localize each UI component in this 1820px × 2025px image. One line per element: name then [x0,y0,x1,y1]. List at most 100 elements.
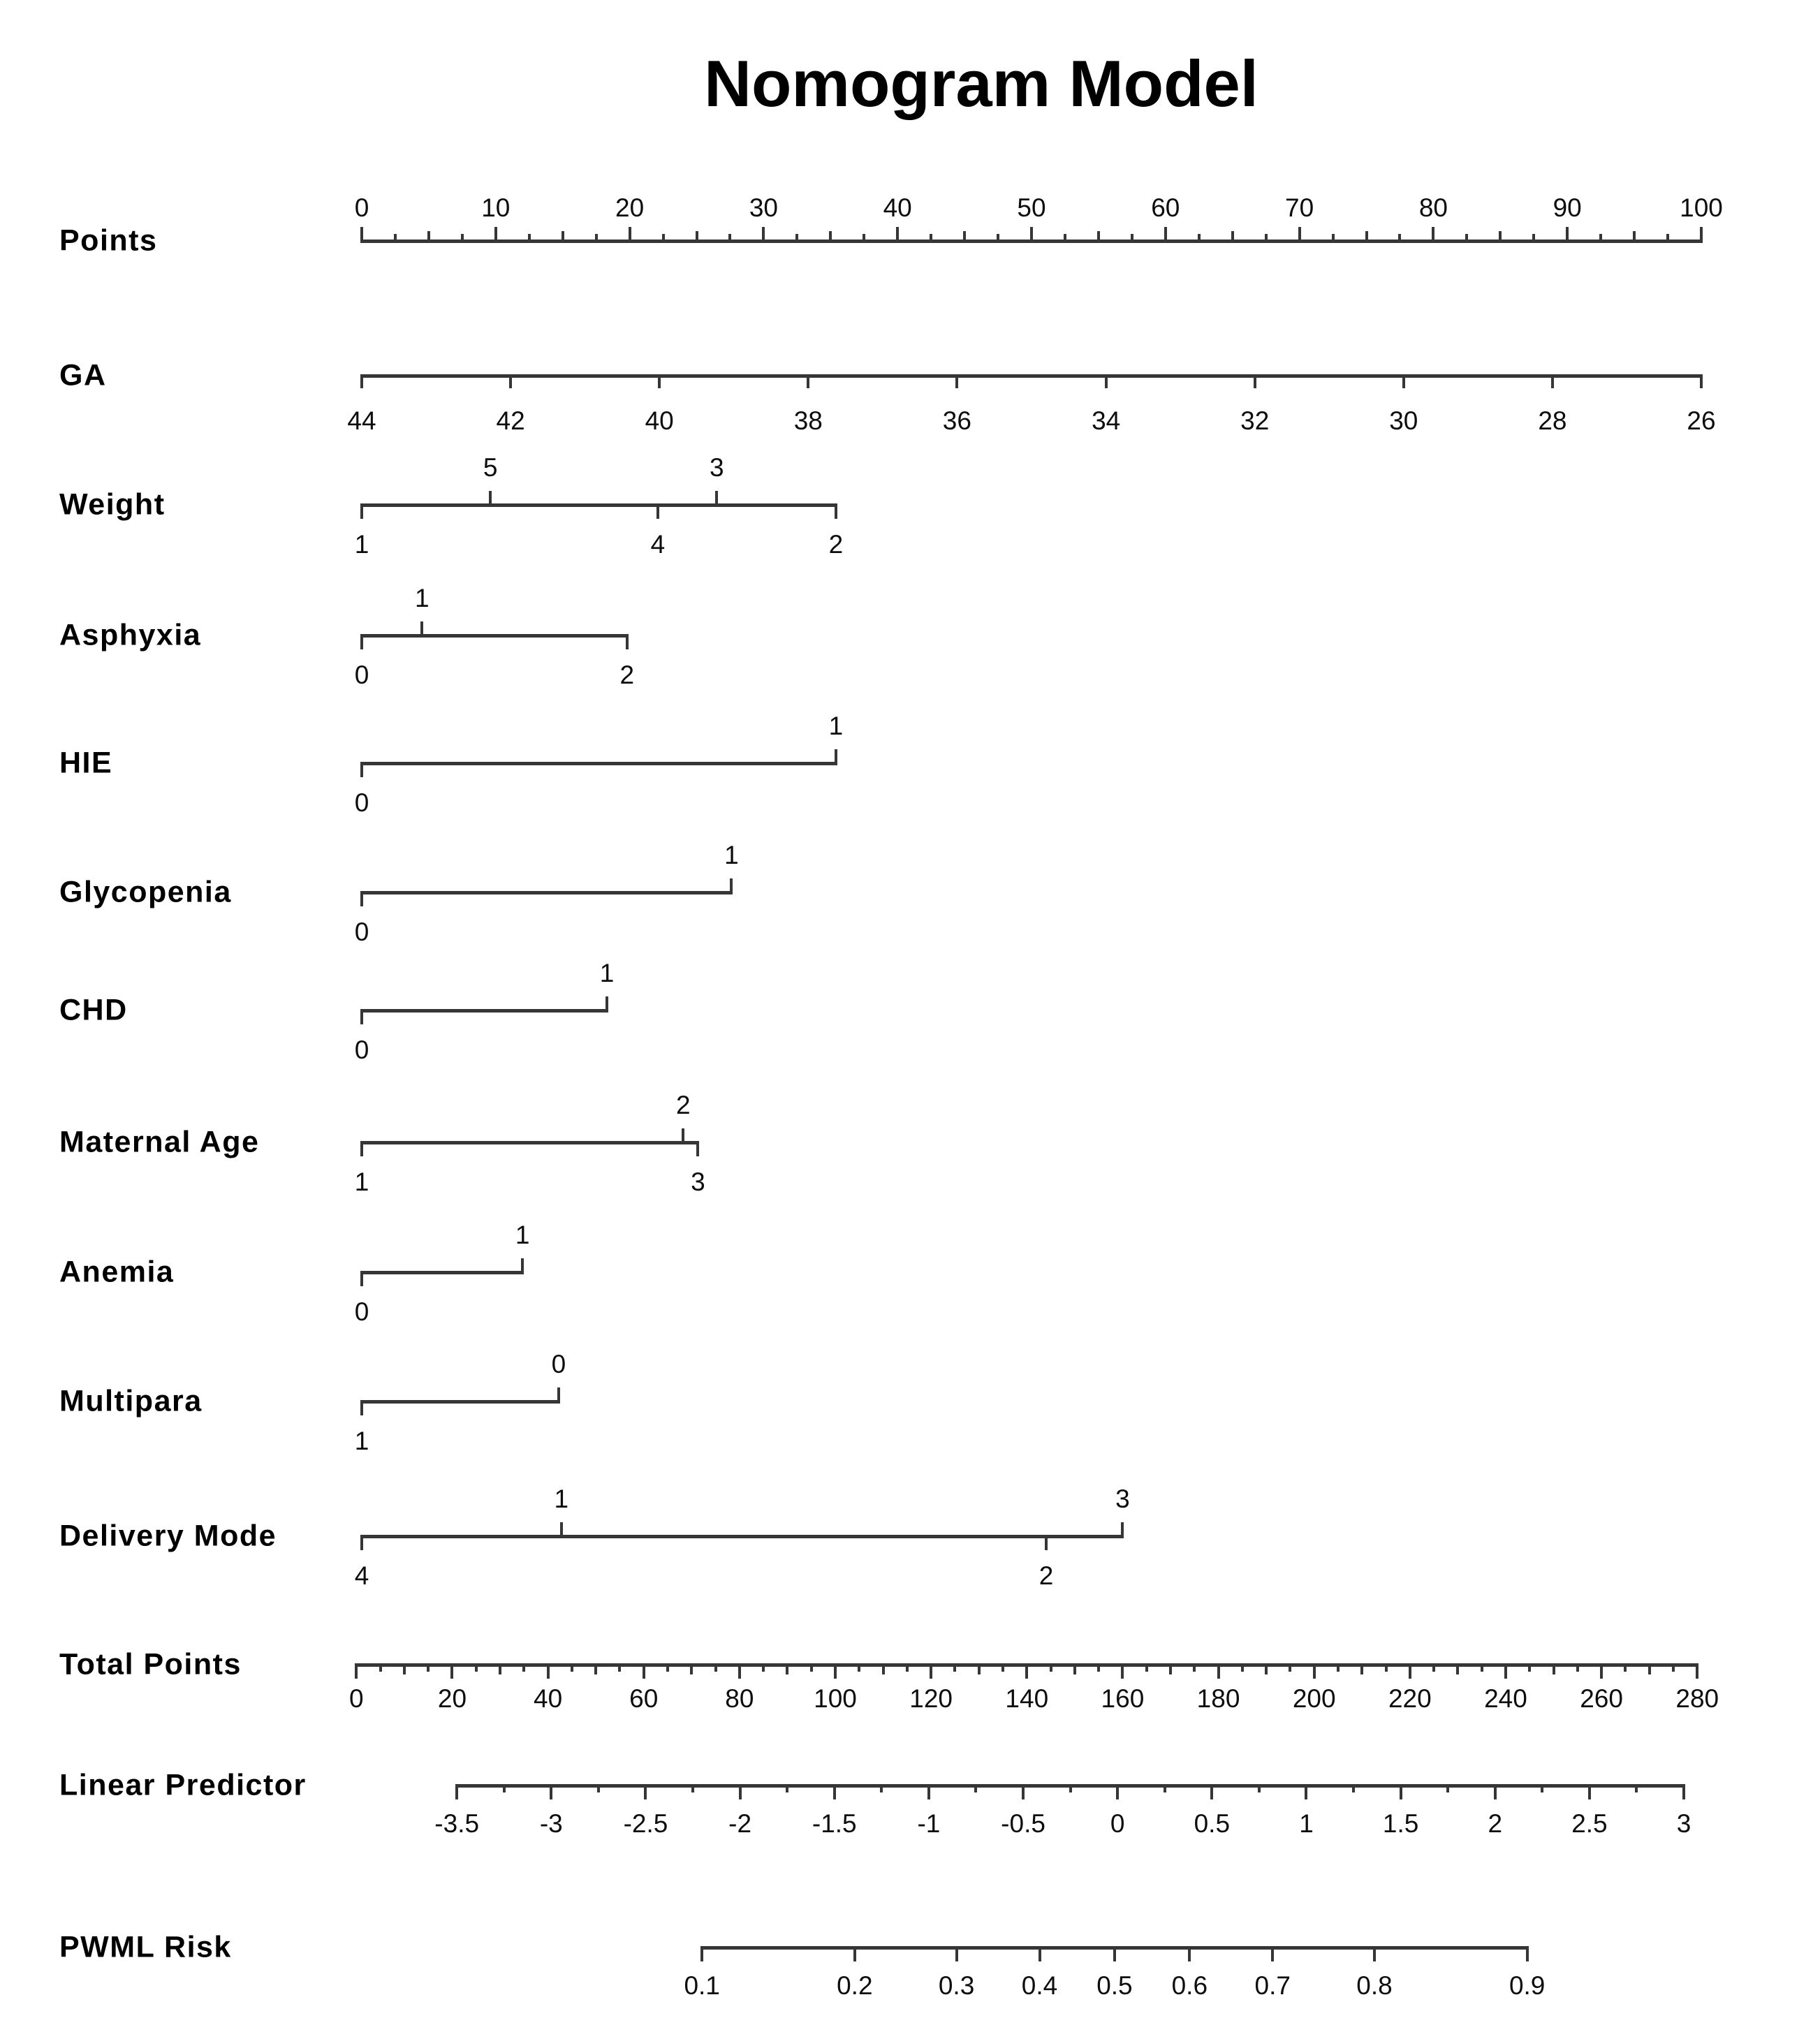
tick-label-points-80: 80 [1418,193,1448,222]
axis-tick-linear-predictor--3 [550,1785,553,1799]
axis-tick-total-points-265 [1624,1665,1627,1672]
axis-tick-ga-40 [658,376,661,388]
tick-label-total-points-160: 160 [1101,1684,1145,1713]
tick-label-total-points-0: 0 [349,1684,364,1713]
axis-tick-total-points-245 [1528,1665,1532,1672]
axis-tick-linear-predictor-0.25 [1163,1785,1166,1792]
row-label-weight: Weight [59,487,166,522]
tick-label-hie-0: 0 [354,788,369,817]
axis-tick-linear-predictor--3.25 [502,1785,506,1792]
tick-label-pwml-risk-0.6: 0.6 [1171,1971,1208,2000]
axis-tick-total-points-30 [499,1665,502,1674]
axis-tick-points-32.5 [795,234,799,241]
axis-tick-points-37.5 [863,234,866,241]
axis-tick-total-points-15 [427,1665,430,1672]
tick-label-linear-predictor--1.5: -1.5 [812,1809,857,1838]
axis-tick-linear-predictor--1.5 [832,1785,836,1799]
tick-label-ga-42: 42 [496,406,525,435]
tick-label-weight-5: 5 [483,453,498,482]
axis-tick-total-points-280 [1696,1665,1699,1679]
axis-tick-points-60 [1164,227,1167,241]
axis-tick-linear-predictor--0.25 [1069,1785,1072,1792]
axis-tick-total-points-115 [905,1665,909,1672]
axis-tick-linear-predictor--2.25 [691,1785,695,1792]
axis-tick-ga-38 [807,376,810,388]
axis-tick-points-95 [1633,231,1636,241]
axis-tick-linear-predictor--0.75 [974,1785,978,1792]
axis-tick-total-points-5 [379,1665,382,1672]
tick-label-linear-predictor-1: 1 [1299,1809,1314,1838]
tick-label-ga-40: 40 [645,406,674,435]
tick-label-points-50: 50 [1017,193,1046,222]
axis-tick-points-70 [1298,227,1301,241]
tick-label-points-20: 20 [615,193,645,222]
axis-tick-total-points-95 [809,1665,813,1672]
axis-tick-total-points-235 [1480,1665,1483,1672]
axis-tick-ga-30 [1402,376,1405,388]
axis-tick-points-15 [561,231,564,241]
tick-label-chd-0: 0 [354,1036,369,1064]
axis-tick-points-82.5 [1465,234,1469,241]
axis-tick-pwml-risk-0.6 [1188,1947,1191,1961]
tick-label-total-points-240: 240 [1484,1684,1527,1713]
axis-tick-pwml-risk-0.4 [1038,1947,1041,1961]
axis-tick-linear-predictor-1.75 [1446,1785,1450,1792]
axis-tick-total-points-80 [737,1665,741,1679]
axis-tick-anemia-0 [360,1272,363,1286]
axis-tick-ga-26 [1700,376,1703,388]
axis-tick-linear-predictor-1 [1305,1785,1308,1799]
axis-tick-linear-predictor--2.5 [644,1785,647,1799]
axis-tick-total-points-200 [1312,1665,1316,1679]
tick-label-total-points-200: 200 [1292,1684,1336,1713]
axis-tick-total-points-120 [930,1665,933,1679]
tick-label-linear-predictor--3.5: -3.5 [434,1809,480,1838]
axis-tick-points-50 [1030,227,1033,241]
tick-label-points-70: 70 [1285,193,1314,222]
tick-label-multipara-1: 1 [354,1427,369,1455]
axis-line-ga [360,374,1703,378]
tick-label-ga-34: 34 [1092,406,1121,435]
axis-tick-linear-predictor-2.25 [1541,1785,1544,1792]
axis-tick-total-points-130 [977,1665,981,1674]
tick-label-glycopenia-0: 0 [354,918,369,946]
tick-label-points-10: 10 [481,193,511,222]
axis-tick-linear-predictor--3.5 [455,1785,459,1799]
tick-label-chd-1: 1 [599,959,615,987]
axis-tick-total-points-210 [1360,1665,1364,1674]
tick-label-ga-28: 28 [1538,406,1567,435]
axis-tick-total-points-105 [858,1665,861,1672]
axis-tick-delivery-mode-1 [559,1522,563,1536]
axis-tick-total-points-65 [666,1665,670,1672]
tick-label-pwml-risk-0.4: 0.4 [1021,1971,1058,2000]
axis-tick-maternal-age-3 [696,1142,700,1156]
axis-tick-total-points-160 [1121,1665,1124,1679]
tick-label-points-100: 100 [1680,193,1723,222]
axis-tick-ga-34 [1104,376,1108,388]
axis-tick-maternal-age-1 [360,1142,363,1156]
row-label-glycopenia: Glycopenia [59,875,232,909]
axis-tick-asphyxia-1 [420,621,424,635]
row-label-hie: HIE [59,746,113,780]
axis-tick-total-points-35 [522,1665,526,1672]
axis-tick-total-points-205 [1336,1665,1340,1672]
axis-tick-total-points-125 [953,1665,957,1672]
tick-label-total-points-140: 140 [1005,1684,1049,1713]
axis-tick-linear-predictor--1 [927,1785,930,1799]
axis-tick-total-points-270 [1647,1665,1651,1674]
axis-tick-points-40 [896,227,900,241]
axis-tick-pwml-risk-0.9 [1525,1947,1529,1961]
tick-label-points-0: 0 [354,193,369,222]
axis-tick-total-points-70 [690,1665,693,1674]
axis-tick-total-points-50 [594,1665,598,1674]
axis-tick-pwml-risk-0.2 [853,1947,856,1961]
axis-tick-weight-3 [715,491,719,505]
tick-label-linear-predictor-2.5: 2.5 [1571,1809,1608,1838]
tick-label-linear-predictor-3: 3 [1676,1809,1691,1838]
axis-tick-ga-36 [955,376,959,388]
row-label-anemia: Anemia [59,1255,175,1289]
row-label-delivery-mode: Delivery Mode [59,1519,277,1553]
axis-tick-linear-predictor-1.25 [1352,1785,1356,1792]
axis-tick-points-90 [1566,227,1569,241]
axis-tick-points-10 [494,227,497,241]
axis-tick-hie-1 [834,749,837,763]
